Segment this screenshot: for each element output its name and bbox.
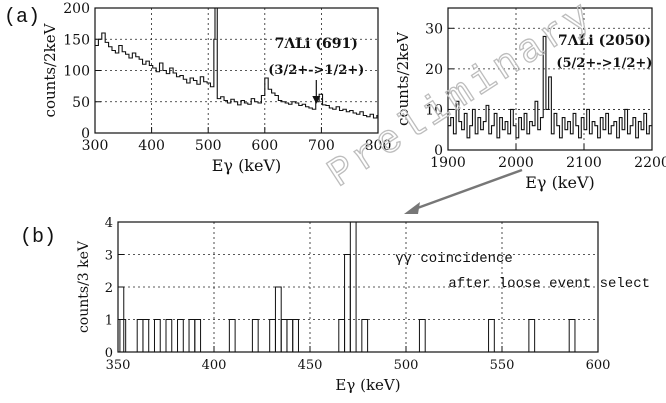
x-tick-label: 550 [490, 358, 515, 373]
histogram-bin [165, 319, 173, 353]
histogram-bin [194, 319, 202, 353]
y-axis-label: counts/2keV [41, 22, 59, 117]
x-tick-label: 1900 [430, 155, 466, 171]
plot-frame [447, 7, 653, 151]
histogram-bin [568, 319, 576, 353]
y-tick-label: 30 [425, 21, 443, 37]
histogram-bin [136, 319, 144, 353]
x-tick-label: 700 [308, 138, 335, 154]
y-tick-label: 3 [105, 249, 113, 264]
histogram-line [95, 7, 378, 119]
y-tick-label: 50 [72, 95, 90, 111]
y-tick-label: 0 [81, 126, 90, 142]
annotation-line1: 7ΛLi (2050) [558, 33, 651, 49]
panel-label-b: (b) [20, 226, 56, 249]
y-tick-label: 10 [425, 102, 443, 118]
x-tick-label: 500 [394, 358, 419, 373]
histogram-bin [418, 319, 426, 353]
histogram-bin [292, 319, 299, 353]
histogram-bin [269, 319, 276, 353]
histogram-bin [361, 319, 369, 353]
x-tick-label: 300 [82, 138, 109, 154]
y-tick-label: 4 [105, 216, 113, 231]
histogram-bin [488, 319, 495, 353]
histogram-bin [251, 319, 259, 353]
histogram-bin [228, 319, 236, 353]
connector-arrow [404, 168, 523, 214]
annotation-line1: γγ coincidence [395, 251, 513, 267]
annotation-arrow-head [312, 96, 321, 104]
chart-a-right: 1900 2000 2100 2200 0 10 20 30 counts/2keV Eγ (ke… [394, 7, 666, 192]
annotation-line2: (3/2+->1/2+) [268, 63, 364, 78]
x-tick-label: 400 [202, 358, 227, 373]
histogram-bin [338, 319, 346, 353]
annotation-line2: (5/2+->1/2+) [556, 56, 652, 71]
histogram-bin [177, 319, 184, 353]
annotation-line2: after loose event select [448, 276, 650, 292]
x-axis-label: Eγ (keV) [212, 156, 282, 175]
histogram-bin [344, 254, 351, 353]
x-tick-label: 2000 [498, 155, 534, 171]
y-axis-label: counts/3 keV [76, 240, 92, 333]
histogram-bin [528, 319, 536, 353]
x-tick-label: 800 [365, 138, 392, 154]
x-axis-label: Eγ (keV) [335, 376, 400, 394]
x-tick-label: 2100 [566, 155, 602, 171]
x-tick-label: 400 [138, 138, 165, 154]
x-axis-label: Eγ (keV) [525, 173, 595, 192]
y-tick-label: 1 [105, 314, 113, 329]
histogram-bin [153, 319, 161, 353]
y-tick-label: 150 [63, 32, 90, 48]
annotation-line1: 7ΛLi (691) [275, 36, 358, 52]
x-tick-label: 600 [251, 138, 278, 154]
chart-b: 350 400 450 500 550 600 0 1 2 3 4 counts/3 keV Eγ (k… [76, 216, 650, 394]
panel-label-a: (a) [4, 6, 40, 29]
histogram-bin [119, 319, 127, 353]
y-tick-label: 20 [425, 62, 443, 78]
x-tick-label: 600 [586, 358, 611, 373]
histogram-bin [142, 319, 150, 353]
histogram-bin [280, 319, 288, 353]
x-tick-label: 500 [195, 138, 222, 154]
x-tick-label: 350 [106, 358, 131, 373]
y-tick-label: 0 [434, 143, 443, 159]
y-tick-label: 200 [63, 1, 90, 17]
y-axis-label: counts/2keV [394, 31, 412, 126]
x-tick-label: 450 [298, 358, 323, 373]
y-tick-label: 2 [105, 281, 113, 296]
histogram-bin [188, 319, 196, 353]
chart-a-left: 300 400 500 600 700 800 0 50 100 150 200counts/2ke… [41, 1, 391, 175]
histogram-bin [286, 319, 294, 353]
histogram-line [448, 35, 652, 139]
y-tick-label: 100 [63, 64, 90, 80]
x-tick-label: 2200 [634, 155, 666, 171]
y-tick-label: 0 [105, 346, 113, 361]
